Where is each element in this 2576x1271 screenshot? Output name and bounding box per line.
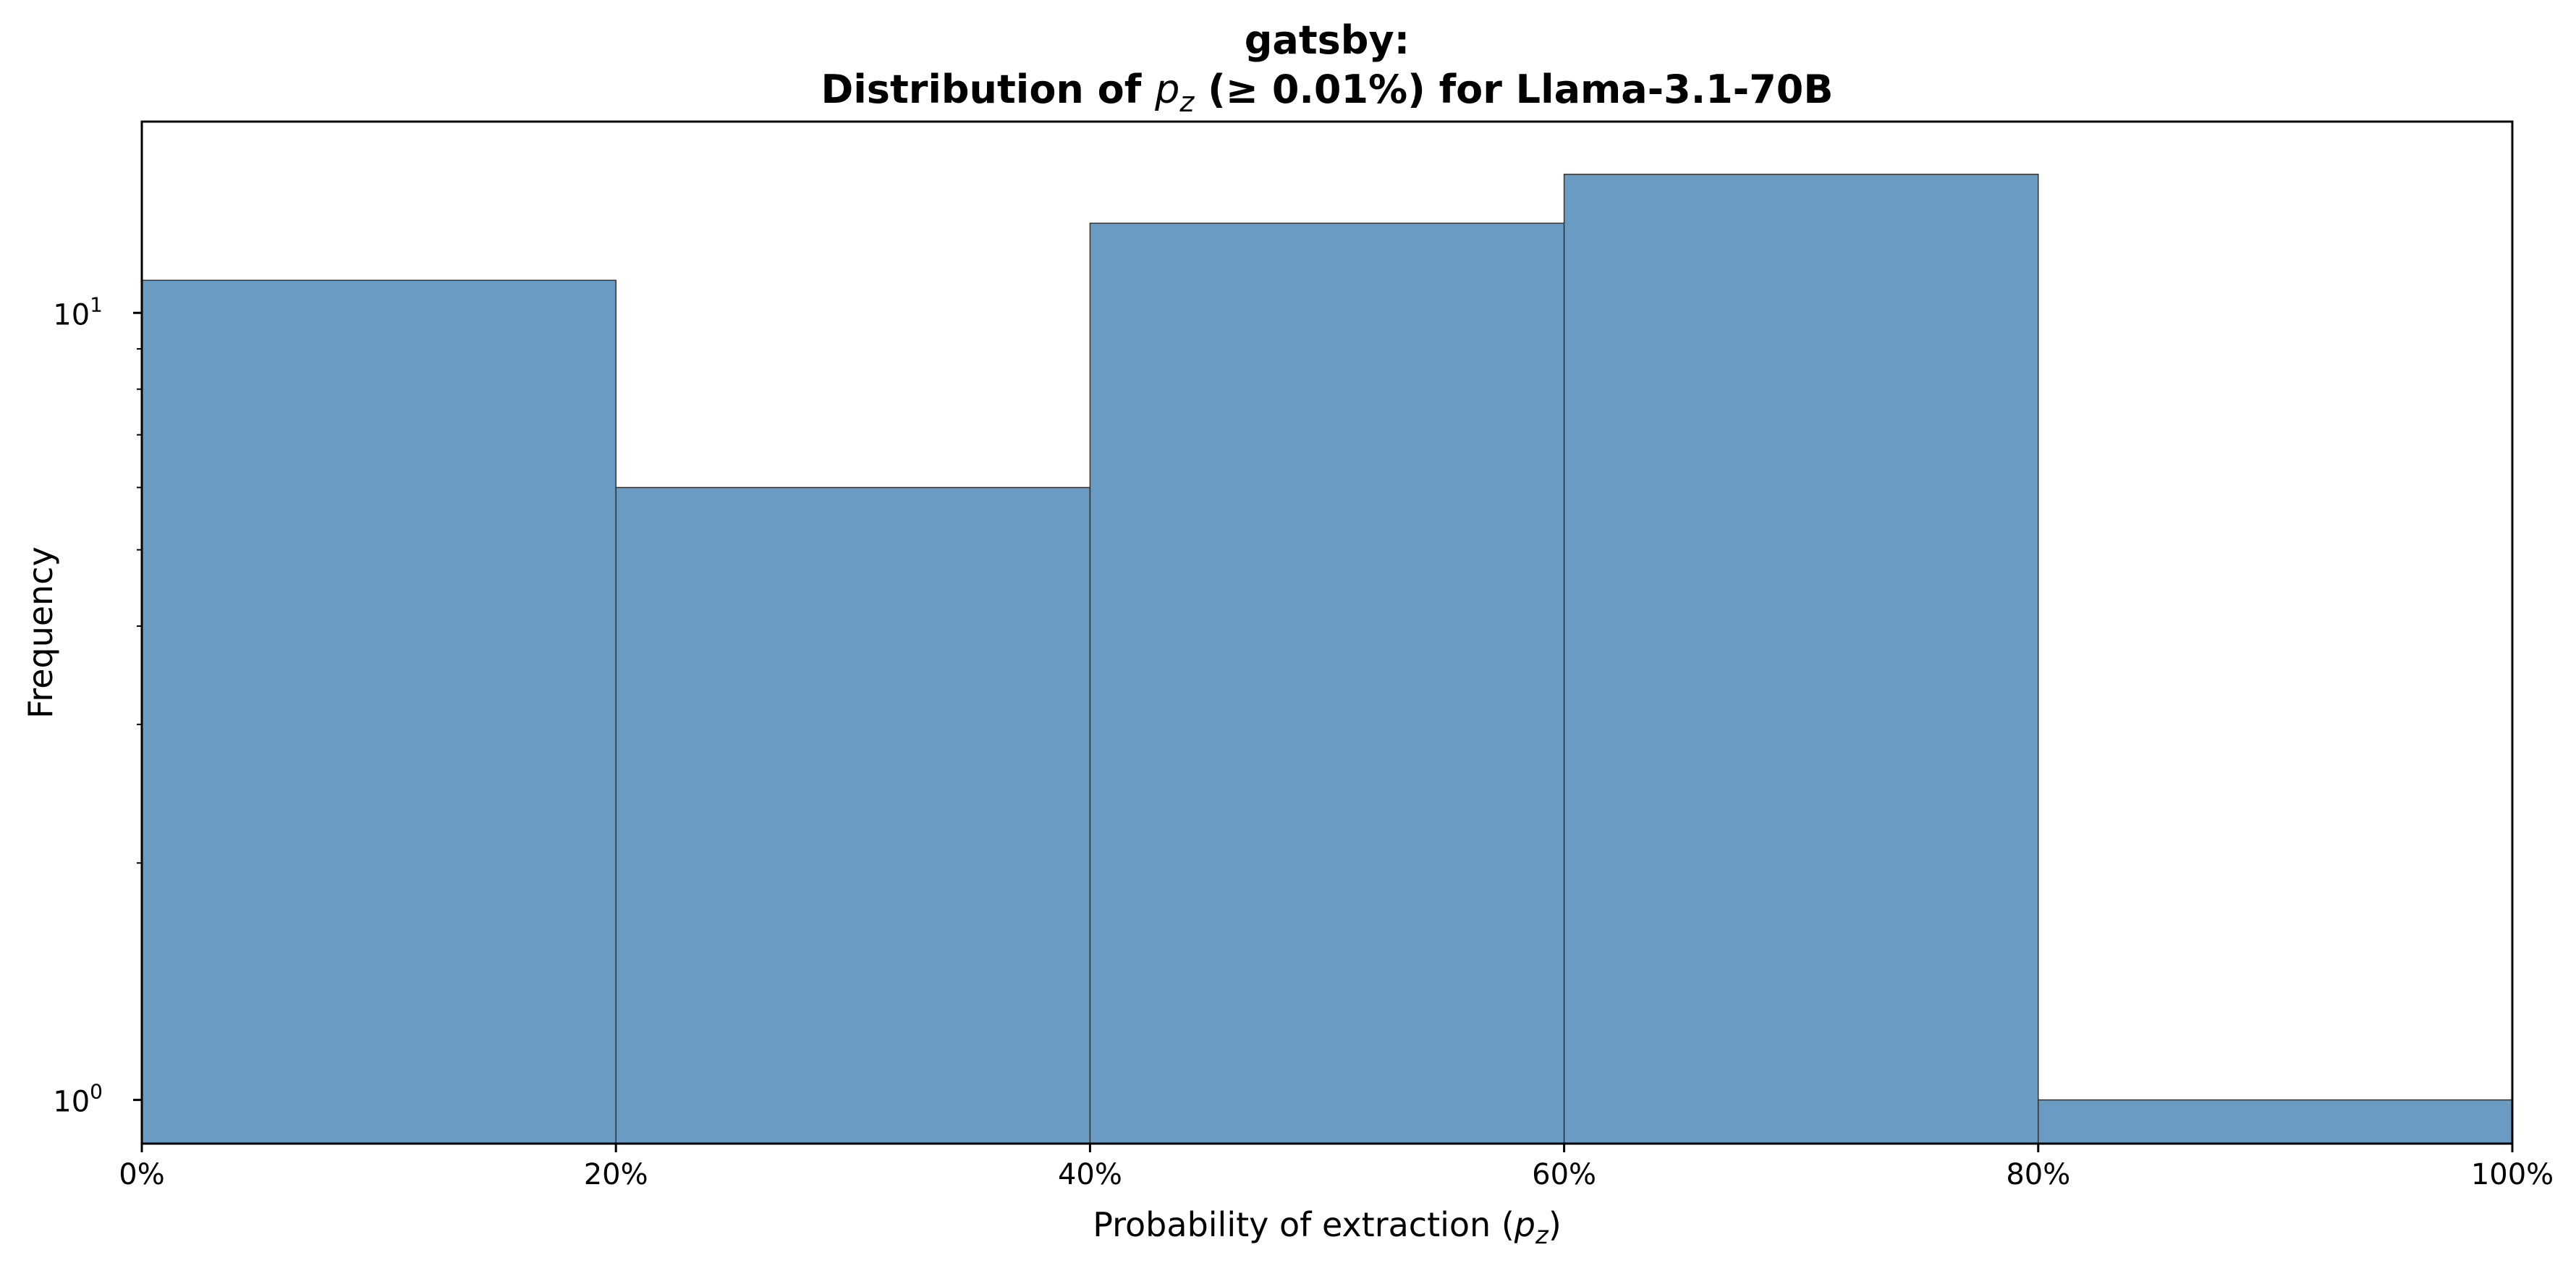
- histogram-bar-1: [615, 486, 1091, 1144]
- histogram-bar-2: [1089, 222, 1565, 1144]
- histogram-bar-3: [1563, 174, 2039, 1144]
- x-tick-label: 80%: [2006, 1158, 2070, 1191]
- x-tick-label: 20%: [584, 1158, 648, 1191]
- chart-title-line2: Distribution of pz (≥ 0.01%) for Llama-3…: [821, 67, 1833, 118]
- y-axis-ticks: 100 101: [53, 292, 142, 1119]
- x-axis-label: Probability of extraction (pz): [1093, 1205, 1562, 1250]
- histogram-bar-0: [141, 279, 617, 1144]
- x-axis-ticks: 0% 20% 40% 60% 80% 100%: [119, 1144, 2554, 1191]
- y-tick-label: 100: [53, 1080, 103, 1119]
- histogram-bar-4: [2038, 1099, 2513, 1144]
- x-tick-label: 40%: [1058, 1158, 1122, 1191]
- plot-frame: [140, 120, 2514, 1145]
- y-tick-label: 101: [53, 292, 103, 332]
- bars-group: [141, 174, 2513, 1144]
- x-tick-label: 100%: [2471, 1158, 2554, 1191]
- x-tick-label: 0%: [119, 1158, 164, 1191]
- x-tick-label: 60%: [1532, 1158, 1596, 1191]
- chart-title-line1: gatsby:: [1245, 17, 1410, 63]
- y-axis-label: Frequency: [21, 546, 60, 719]
